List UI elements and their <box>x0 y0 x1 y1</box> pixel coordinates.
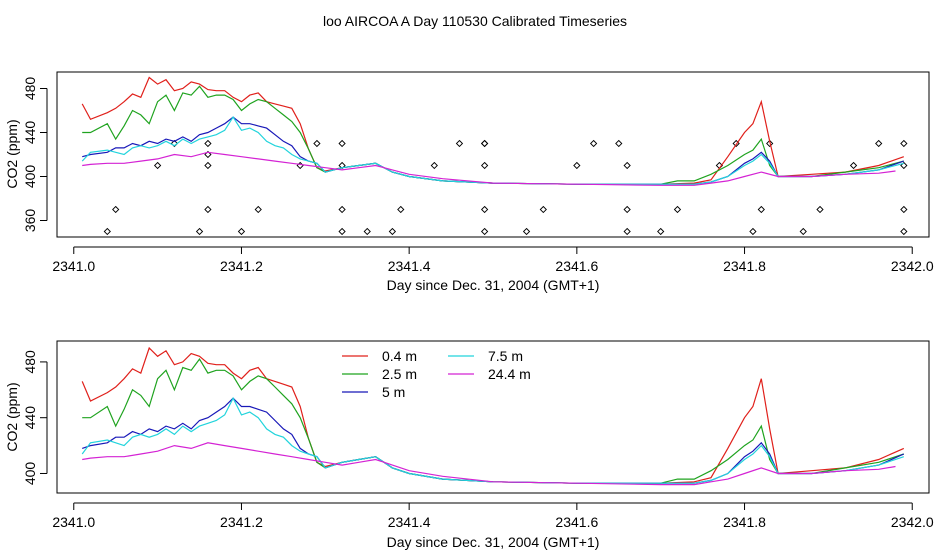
flag-point <box>204 150 212 159</box>
top-x-tick-label: 2341.0 <box>52 258 95 274</box>
top-x-tick-label: 2341.8 <box>723 258 766 274</box>
flag-point <box>766 139 774 148</box>
flag-point <box>204 205 212 214</box>
flag-point <box>480 205 489 214</box>
flag-point <box>816 205 824 214</box>
flag-point <box>480 139 489 148</box>
top-series-line-24-4-m <box>82 151 896 186</box>
flag-point <box>313 139 321 148</box>
legend-label: 7.5 m <box>488 348 523 364</box>
flag-point <box>480 139 489 148</box>
bottom-y-tick-label: 400 <box>22 462 38 486</box>
bottom-series-line-7-5-m <box>81 396 904 484</box>
top-y-tick-label: 360 <box>22 209 38 233</box>
flag-point <box>112 205 120 214</box>
top-x-tick-label: 2341.4 <box>388 258 431 274</box>
flag-point <box>589 139 598 148</box>
flag-point <box>338 139 346 148</box>
top-x-axis-label: Day since Dec. 31, 2004 (GMT+1) <box>387 277 600 293</box>
top-y-axis-label: CO2 (ppm) <box>4 119 20 188</box>
bottom-series-line-2-5-m <box>82 358 904 484</box>
flag-point <box>153 161 162 170</box>
bottom-y-tick-label: 480 <box>22 350 38 374</box>
flag-point <box>657 227 665 236</box>
bottom-panel: Day since Dec. 31, 2004 (GMT+1) CO2 (ppm… <box>4 340 934 550</box>
flag-point <box>397 205 405 214</box>
flag-point <box>296 161 304 170</box>
top-y-tick-label: 440 <box>22 121 38 145</box>
bottom-x-tick-label: 2341.6 <box>555 514 598 530</box>
flag-point <box>254 205 262 214</box>
flag-point <box>195 227 204 236</box>
flag-point <box>623 227 631 236</box>
legend-label: 5 m <box>382 384 405 400</box>
flag-point <box>573 161 581 170</box>
flag-point <box>749 227 757 236</box>
flag-point <box>455 139 464 148</box>
legend: 0.4 m 2.5 m 5 m 7.5 m 24.4 m <box>342 348 531 400</box>
flag-point <box>103 227 111 236</box>
bottom-series-line-0-4-m <box>81 346 905 484</box>
top-panel: Day since Dec. 31, 2004 (GMT+1) CO2 (ppm… <box>4 71 934 293</box>
flag-point <box>338 205 346 214</box>
bottom-x-tick-label: 2341.8 <box>723 514 766 530</box>
flag-point <box>522 227 531 236</box>
flag-point <box>799 227 807 236</box>
figure-title: loo AIRCOA A Day 110530 Calibrated Times… <box>323 13 627 29</box>
legend-label: 0.4 m <box>382 348 417 364</box>
flag-point <box>480 227 489 236</box>
flag-point <box>480 161 489 170</box>
legend-label: 24.4 m <box>488 366 531 382</box>
flag-point <box>430 161 438 170</box>
bottom-x-tick-label: 2341.2 <box>220 514 263 530</box>
bottom-y-tick-label: 440 <box>22 406 38 430</box>
top-x-tick-label: 2342.0 <box>891 258 934 274</box>
bottom-x-tick-label: 2341.0 <box>52 514 95 530</box>
flag-point <box>338 227 346 236</box>
flag-point <box>539 205 547 214</box>
bottom-series-line-5-m <box>82 397 905 484</box>
flag-point <box>363 227 371 236</box>
flag-point <box>875 139 883 148</box>
bottom-x-tick-label: 2342.0 <box>891 514 934 530</box>
bottom-x-axis-label: Day since Dec. 31, 2004 (GMT+1) <box>387 534 600 550</box>
top-y-tick-label: 480 <box>22 77 38 101</box>
top-plot-frame <box>56 71 930 238</box>
flag-point <box>338 161 346 170</box>
flag-point <box>204 161 212 170</box>
top-series-line-7-5-m <box>81 115 904 185</box>
top-x-tick-label: 2341.2 <box>220 258 263 274</box>
flag-point <box>900 161 908 170</box>
top-x-tick-label: 2341.6 <box>555 258 598 274</box>
flag-point <box>615 139 623 148</box>
flag-point <box>900 139 908 148</box>
flag-point <box>237 227 246 236</box>
bottom-x-tick-label: 2341.4 <box>388 514 431 530</box>
flag-point <box>849 161 858 170</box>
flag-point <box>170 139 179 148</box>
top-series-line-5-m <box>82 116 904 185</box>
bottom-y-axis-label: CO2 (ppm) <box>4 382 20 451</box>
flag-point <box>388 227 397 236</box>
flag-point <box>623 205 631 214</box>
bottom-plot-frame <box>56 340 930 494</box>
flag-point <box>900 205 908 214</box>
top-series-line-2-5-m <box>82 85 904 185</box>
legend-label: 2.5 m <box>382 366 417 382</box>
flag-point <box>623 161 631 170</box>
flag-point <box>900 227 908 236</box>
bottom-series-line-24-4-m <box>82 442 896 486</box>
flag-point <box>673 205 682 214</box>
top-series-line-0-4-m <box>81 76 904 185</box>
top-y-tick-label: 400 <box>22 165 38 189</box>
flag-point <box>757 205 765 214</box>
flag-point <box>204 139 212 148</box>
